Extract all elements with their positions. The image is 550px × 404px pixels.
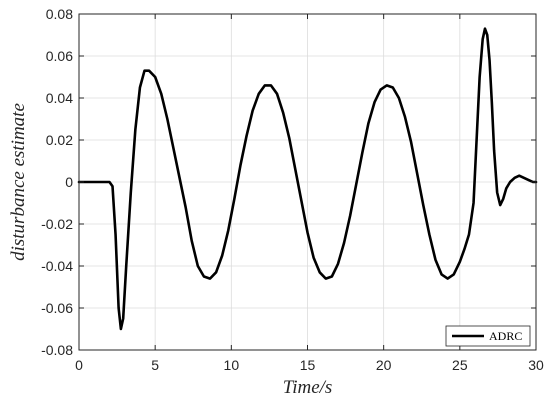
legend: ADRC [445, 325, 531, 347]
x-tick-label: 20 [376, 357, 392, 373]
legend-label-adrc: ADRC [489, 329, 522, 343]
x-tick-label: 0 [75, 357, 83, 373]
x-tick-label: 10 [224, 357, 240, 373]
y-tick-label: -0.04 [41, 258, 73, 274]
x-tick-label: 15 [300, 357, 316, 373]
y-axis-label: disturbance estimate [8, 103, 29, 261]
legend-box [445, 325, 531, 347]
x-tick-label: 5 [151, 357, 159, 373]
series-line-adrc [77, 27, 538, 331]
x-axis-label: Time/s [283, 377, 333, 398]
y-tick-label: 0.08 [46, 6, 73, 22]
y-tick-label: 0 [65, 174, 73, 190]
x-tick-label: 25 [452, 357, 468, 373]
x-tick-labels: 0 5 10 15 20 25 30 [75, 357, 544, 373]
y-tick-labels: -0.08 -0.06 -0.04 -0.02 0 0.02 0.04 0.06 0.08 [41, 6, 73, 358]
tick-marks [78, 13, 537, 351]
y-tick-label: -0.08 [41, 342, 73, 358]
y-tick-label: 0.02 [46, 132, 73, 148]
series-layer [77, 27, 538, 331]
y-tick-label: 0.04 [46, 90, 73, 106]
y-tick-label: -0.02 [41, 216, 73, 232]
x-tick-label: 30 [528, 357, 544, 373]
y-tick-label: 0.06 [46, 48, 73, 64]
y-tick-label: -0.06 [41, 300, 73, 316]
